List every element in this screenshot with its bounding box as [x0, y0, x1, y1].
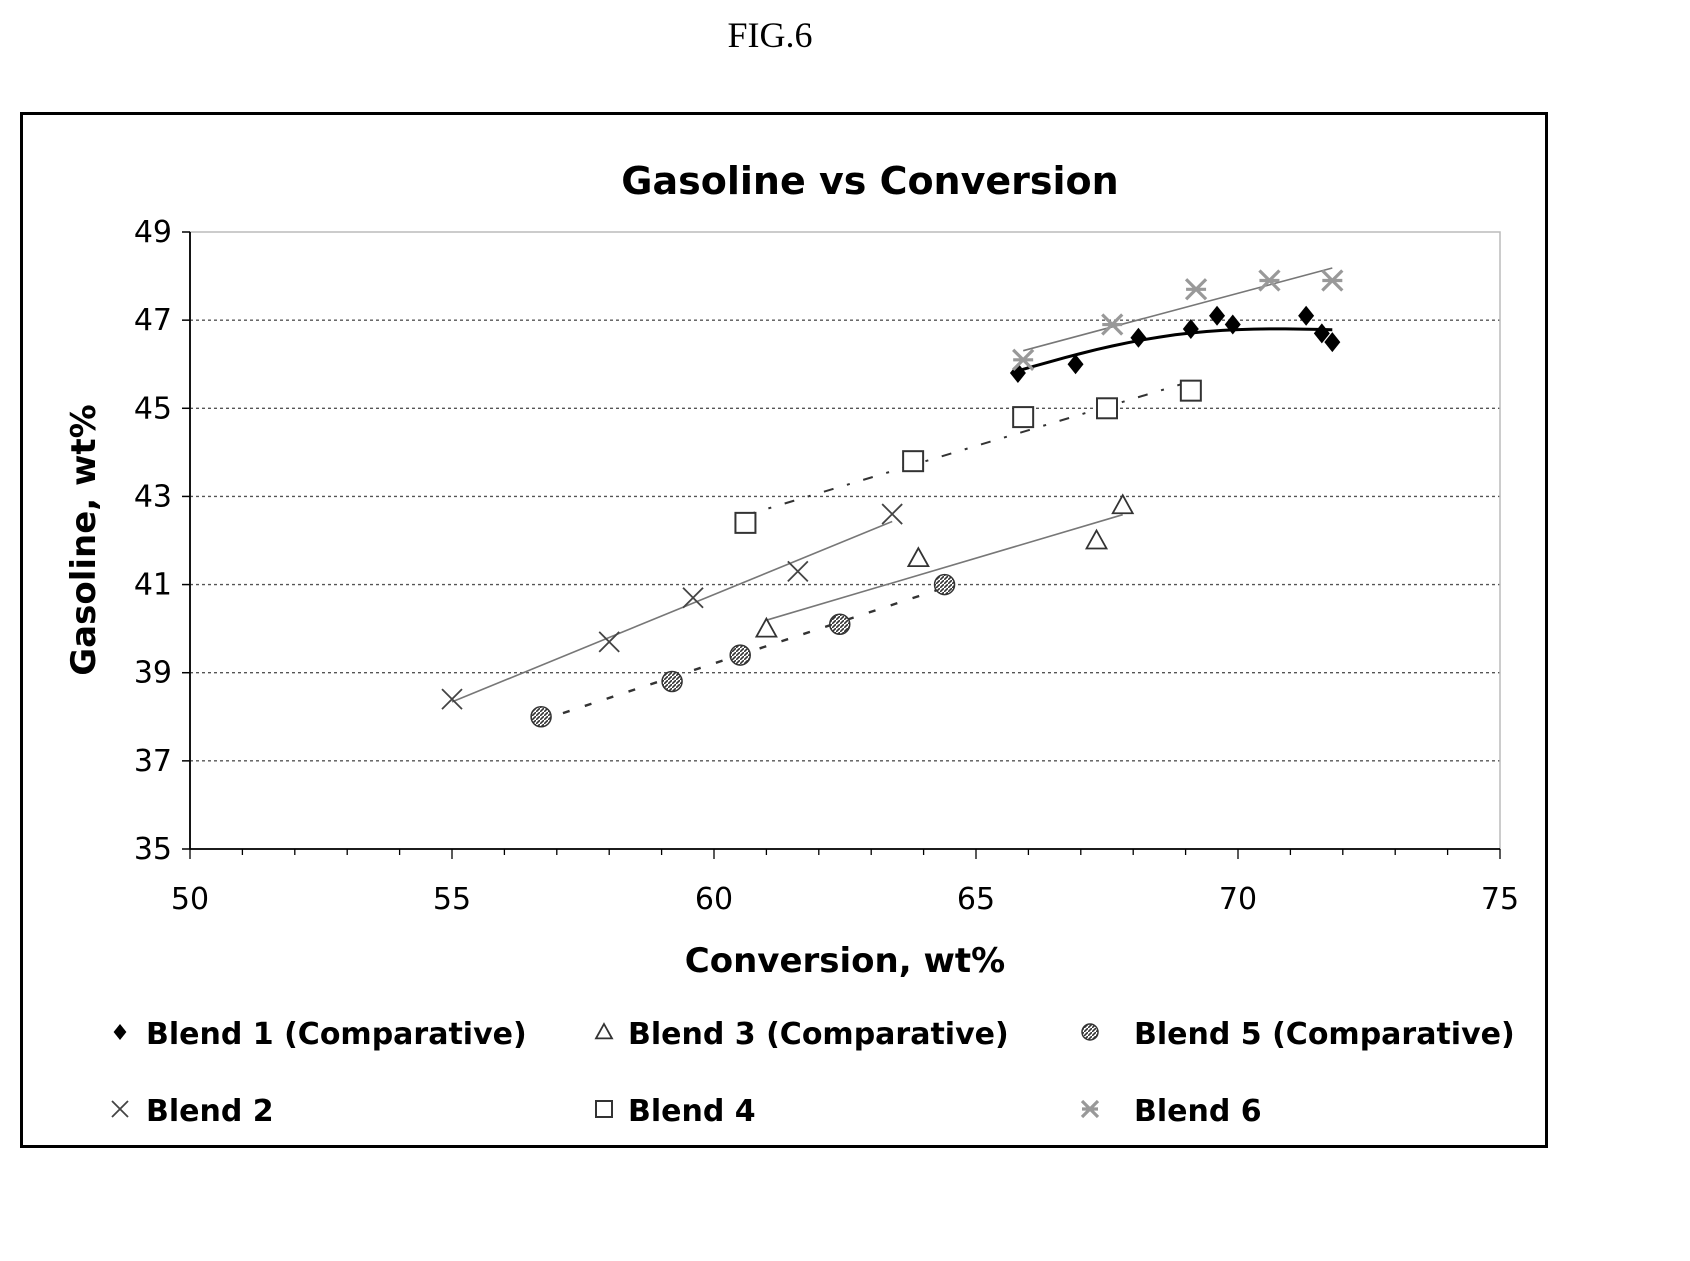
legend-entry: Blend 2 — [146, 1094, 274, 1129]
data-point — [729, 644, 751, 666]
trendline-blend-4 — [745, 380, 1192, 517]
legend-marker — [1081, 1023, 1099, 1041]
data-point — [906, 546, 930, 568]
data-point — [1324, 332, 1341, 353]
trendline-layer — [451, 267, 1333, 722]
y-tick-label: 45 — [134, 391, 172, 426]
data-point — [933, 573, 956, 596]
axis-layer: 35 37 39 41 43 45 47 49 50 55 60 65 70 75 — [134, 215, 1519, 917]
legend-entry: Blend 4 — [628, 1094, 756, 1129]
data-point — [881, 503, 903, 525]
data-point — [1096, 397, 1118, 420]
y-tick-label: 37 — [134, 744, 172, 779]
data-point — [1182, 318, 1199, 339]
data-point — [1012, 406, 1035, 429]
data-point — [1209, 305, 1226, 326]
figure-label: FIG.6 — [727, 15, 813, 55]
data-point — [1224, 314, 1241, 335]
grid-layer — [190, 319, 1500, 762]
data-point — [1111, 493, 1135, 515]
data-point — [1084, 528, 1109, 550]
y-tick-label: 49 — [134, 215, 172, 250]
legend-marker — [113, 1024, 127, 1040]
data-point — [1313, 323, 1330, 344]
data-point — [829, 613, 851, 635]
chart-title: Gasoline vs Conversion — [621, 159, 1118, 203]
x-tick-label: 60 — [695, 882, 733, 917]
legend-entry: Blend 3 (Comparative) — [628, 1017, 1009, 1052]
data-point — [787, 560, 809, 582]
data-point — [1321, 269, 1344, 292]
x-tick-label: 50 — [171, 882, 209, 917]
legend-entry: Blend 1 (Comparative) — [146, 1017, 527, 1052]
legend-marker — [111, 1100, 129, 1118]
data-point — [1298, 305, 1315, 326]
data-point — [530, 706, 552, 728]
y-tick-label: 35 — [134, 832, 172, 867]
x-axis-title: Conversion, wt% — [685, 941, 1005, 981]
data-point — [1179, 379, 1202, 402]
data-point — [661, 670, 683, 693]
trendline-blend-3-comparative — [766, 513, 1123, 621]
data-point — [754, 616, 778, 638]
legend-marker — [594, 1022, 614, 1040]
data-point — [902, 450, 925, 473]
point-layer — [441, 269, 1344, 728]
legend-entry: Blend 5 (Comparative) — [1134, 1017, 1515, 1052]
data-point — [1012, 348, 1035, 371]
legend-marker — [595, 1100, 613, 1118]
trendline-blend-6 — [1022, 267, 1333, 352]
legend-entry: Blend 6 — [1134, 1094, 1262, 1129]
data-point — [1101, 313, 1124, 336]
chart-frame — [20, 112, 1548, 1148]
x-tick-label: 75 — [1481, 882, 1519, 917]
y-tick-label: 43 — [134, 479, 172, 514]
legend: Blend 1 (Comparative) Blend 3 (Comparativ… — [111, 1017, 1515, 1129]
data-point — [598, 631, 620, 653]
trendline-blend-1-comparative — [1017, 327, 1333, 373]
y-tick-label: 41 — [134, 568, 172, 603]
data-point — [1258, 269, 1281, 292]
y-axis-title: Gasoline, wt% — [64, 404, 104, 676]
trendline-blend-2 — [451, 520, 893, 703]
data-point — [441, 688, 463, 710]
x-tick-label: 70 — [1219, 882, 1257, 917]
data-point — [1130, 327, 1147, 348]
y-tick-label: 39 — [134, 656, 172, 691]
y-tick-label: 47 — [134, 303, 172, 338]
data-point — [1067, 354, 1084, 375]
data-point — [1184, 278, 1208, 301]
data-point — [734, 511, 757, 534]
data-point — [682, 587, 704, 609]
x-tick-label: 65 — [957, 882, 995, 917]
x-tick-label: 55 — [433, 882, 471, 917]
legend-marker — [1080, 1099, 1100, 1119]
